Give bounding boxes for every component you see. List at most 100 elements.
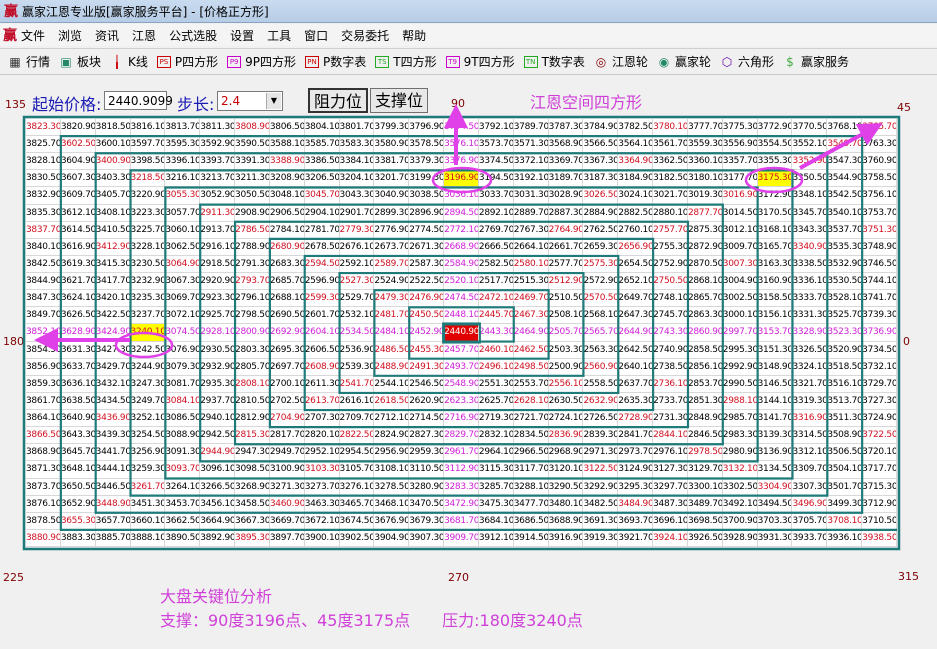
- grid-cell[interactable]: 2661.70: [548, 238, 584, 256]
- grid-cell[interactable]: 2575.30: [583, 255, 619, 274]
- grid-cell[interactable]: 3828.10: [26, 153, 61, 171]
- grid-cell[interactable]: 3000.10: [722, 307, 758, 325]
- grid-cell[interactable]: 3228.10: [130, 238, 166, 256]
- grid-cell[interactable]: 3336.10: [792, 273, 828, 291]
- grid-cell[interactable]: 3614.50: [60, 221, 96, 239]
- grid-cell[interactable]: 2750.50: [653, 273, 688, 291]
- grid-cell[interactable]: 2716.90: [444, 410, 479, 428]
- grid-cell[interactable]: 2918.50: [200, 255, 236, 274]
- grid-cell[interactable]: 3756.10: [862, 187, 897, 205]
- grid-cell[interactable]: 2618.50: [374, 392, 410, 411]
- grid-cell[interactable]: 3304.90: [757, 478, 793, 496]
- grid-cell[interactable]: 3448.90: [95, 495, 131, 513]
- grid-cell[interactable]: 3247.30: [130, 375, 166, 393]
- grid-cell[interactable]: 2548.90: [444, 375, 479, 393]
- grid-cell[interactable]: 3811.30: [200, 119, 236, 137]
- grid-cell[interactable]: 2493.70: [444, 358, 479, 376]
- grid-cell[interactable]: 2822.50: [339, 427, 375, 445]
- grid-cell[interactable]: 2755.30: [653, 238, 688, 256]
- grid-cell[interactable]: 3434.50: [95, 392, 131, 411]
- grid-cell[interactable]: 2901.70: [339, 204, 375, 222]
- grid-cell[interactable]: 2896.90: [409, 204, 445, 222]
- grid-cell[interactable]: 3748.90: [862, 238, 897, 256]
- grid-cell[interactable]: 3300.10: [687, 478, 723, 496]
- grid-cell[interactable]: 2988.10: [722, 392, 758, 411]
- grid-cell[interactable]: 2793.70: [235, 273, 270, 291]
- grid-cell[interactable]: 3564.10: [618, 136, 654, 154]
- grid-cell[interactable]: 3427.30: [95, 341, 131, 359]
- grid-cell[interactable]: 3472.90: [444, 495, 479, 513]
- grid-cell[interactable]: 3585.70: [304, 136, 340, 154]
- grid-cell[interactable]: 3604.90: [60, 153, 96, 171]
- grid-cell[interactable]: 3842.50: [26, 255, 61, 274]
- grid-cell[interactable]: 2692.90: [269, 324, 305, 342]
- grid-cell[interactable]: 2764.90: [548, 221, 584, 239]
- grid-cell[interactable]: 3780.10: [653, 119, 688, 137]
- grid-cell[interactable]: 3220.90: [130, 187, 166, 205]
- grid-cell[interactable]: 3091.30: [165, 444, 201, 462]
- grid-cell[interactable]: 3928.90: [722, 529, 758, 547]
- grid-cell[interactable]: 2832.10: [478, 427, 514, 445]
- grid-cell[interactable]: 2956.90: [374, 444, 410, 462]
- grid-cell[interactable]: 3076.90: [165, 341, 201, 359]
- grid-cell[interactable]: 3175.30: [757, 170, 793, 188]
- grid-cell[interactable]: 3554.50: [757, 136, 793, 154]
- grid-cell[interactable]: 3583.30: [339, 136, 375, 154]
- chevron-down-icon[interactable]: ▼: [266, 93, 281, 109]
- grid-cell[interactable]: 3127.30: [653, 461, 688, 479]
- grid-cell[interactable]: 3343.30: [792, 221, 828, 239]
- grid-cell[interactable]: 3316.90: [792, 410, 828, 428]
- grid-cell[interactable]: 3338.50: [792, 255, 828, 274]
- grid-cell[interactable]: 3520.90: [827, 341, 863, 359]
- grid-cell[interactable]: 3456.10: [200, 495, 236, 513]
- grid-cell[interactable]: 3753.70: [862, 204, 897, 222]
- grid-cell[interactable]: 2805.70: [235, 358, 270, 376]
- grid-cell[interactable]: 3458.50: [235, 495, 270, 513]
- grid-cell[interactable]: 2870.50: [687, 255, 723, 274]
- grid-cell[interactable]: 2709.70: [339, 410, 375, 428]
- grid-cell[interactable]: 2772.10: [444, 221, 479, 239]
- grid-cell[interactable]: 2724.10: [548, 410, 584, 428]
- grid-cell[interactable]: 2630.50: [548, 392, 584, 411]
- grid-cell[interactable]: 3873.70: [26, 478, 61, 496]
- grid-cell[interactable]: 3386.50: [304, 153, 340, 171]
- menu-item[interactable]: 工具: [267, 28, 292, 43]
- grid-cell[interactable]: 2736.10: [653, 375, 688, 393]
- grid-cell[interactable]: 2673.70: [374, 238, 410, 256]
- toolbar-button[interactable]: PS P四方形: [156, 53, 218, 70]
- grid-cell[interactable]: 3187.30: [583, 170, 619, 188]
- grid-cell[interactable]: 3146.50: [757, 375, 793, 393]
- grid-cell[interactable]: 3319.30: [792, 392, 828, 411]
- grid-cell[interactable]: 3736.90: [862, 324, 897, 342]
- grid-cell[interactable]: 3537.70: [827, 221, 863, 239]
- grid-cell[interactable]: 3724.90: [862, 410, 897, 428]
- grid-cell[interactable]: 3110.50: [409, 461, 445, 479]
- grid-cell[interactable]: 3168.10: [757, 221, 793, 239]
- grid-cell[interactable]: 3796.90: [409, 119, 445, 137]
- grid-cell[interactable]: 3424.90: [95, 324, 131, 342]
- grid-cell[interactable]: 3787.30: [548, 119, 584, 137]
- grid-cell[interactable]: 2488.90: [374, 358, 410, 376]
- grid-cell[interactable]: 3225.70: [130, 221, 166, 239]
- grid-cell[interactable]: 3345.70: [792, 204, 828, 222]
- grid-cell[interactable]: 3391.30: [235, 153, 270, 171]
- grid-cell[interactable]: 3576.10: [444, 136, 479, 154]
- grid-cell[interactable]: 2462.50: [513, 341, 549, 359]
- grid-cell[interactable]: 2887.30: [548, 204, 584, 222]
- grid-cell[interactable]: 3643.30: [60, 427, 96, 445]
- grid-cell[interactable]: 2608.90: [304, 358, 340, 376]
- grid-cell[interactable]: 2872.90: [687, 238, 723, 256]
- grid-cell[interactable]: 3895.30: [235, 529, 270, 547]
- grid-cell[interactable]: 3818.50: [95, 119, 131, 137]
- grid-cell[interactable]: 3676.90: [374, 512, 410, 530]
- grid-cell[interactable]: 2829.70: [444, 427, 479, 445]
- grid-cell[interactable]: 2690.50: [269, 307, 305, 325]
- grid-cell[interactable]: 2935.30: [200, 375, 236, 393]
- grid-cell[interactable]: 3367.30: [583, 153, 619, 171]
- grid-cell[interactable]: 2536.90: [339, 341, 375, 359]
- grid-cell[interactable]: 3405.70: [95, 187, 131, 205]
- grid-cell[interactable]: 3496.90: [792, 495, 828, 513]
- grid-cell[interactable]: 3816.10: [130, 119, 166, 137]
- grid-cell[interactable]: 3012.10: [722, 221, 758, 239]
- grid-cell[interactable]: 3324.10: [792, 358, 828, 376]
